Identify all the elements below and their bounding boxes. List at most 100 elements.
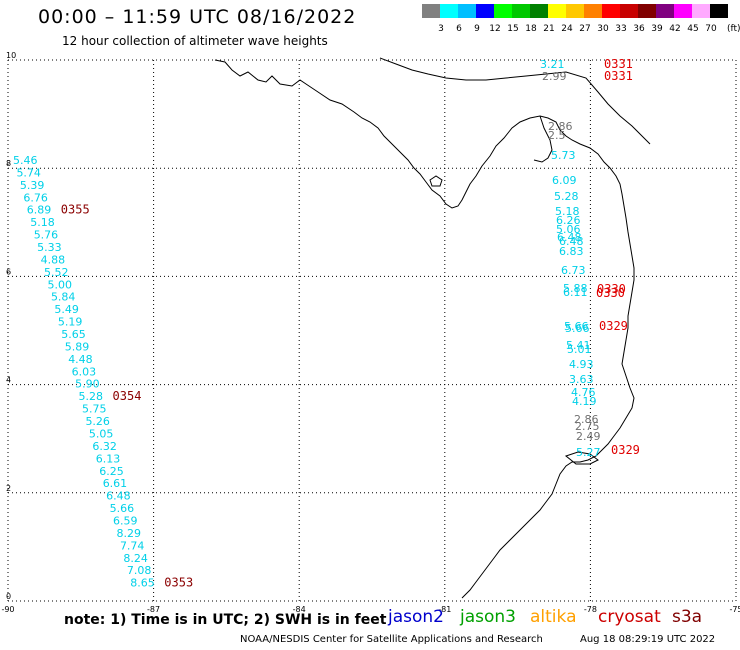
axis-labels: -90 -87 -84 -81 -78 -75 0 2 4 6 8 10 [1,51,740,614]
wave-height-label: 5.49 [54,303,79,316]
wave-height-label: 5.74 [16,166,41,179]
wave-height-label: 5.66 [565,322,590,335]
pass-time-label: 0355 [61,203,90,217]
wave-height-label: 5.84 [51,291,75,304]
colorbar-unit: (ft) [727,24,740,34]
wave-height-label: 6.03 [72,365,97,378]
wave-height-label: 4.48 [68,353,93,366]
wave-height-label: 6.25 [99,465,124,478]
wave-height-label: 6.48 [557,231,582,244]
wave-height-label: 6.13 [96,452,121,465]
colorbar-swatch [530,4,548,18]
colorbar-tick-label: 21 [543,24,554,34]
wave-height-label: 5.19 [58,316,83,329]
pass-time-label: 0330 [597,282,626,296]
colorbar-tick-label: 45 [687,24,698,34]
footer-credit: NOAA/NESDIS Center for Satellite Applica… [240,634,543,645]
wave-height-label: 6.32 [92,440,117,453]
wave-height-label: 6.83 [559,245,584,258]
legend-jason3: jason3 [460,607,516,627]
y-tick-label: 4 [6,376,11,385]
pass-time-label: 0331 [604,57,633,71]
wave-height-label: 4.19 [572,395,597,408]
colorbar-swatch [440,4,458,18]
wave-height-label: 6.73 [561,264,586,277]
wave-height-label: 5.28 [79,390,104,403]
wave-height-label: 2.99 [542,70,567,83]
wave-height-label: 5.41 [566,339,591,352]
colorbar-swatch [422,4,440,18]
pass-time-label: 0330 [596,286,625,300]
wave-height-label: 2.5 [548,129,566,142]
wave-height-label: 5.01 [567,343,592,356]
wave-height-label: 8.65 [130,577,155,590]
colorbar-tick-label: 18 [525,24,537,34]
wave-height-label: 5.66 [564,320,589,333]
pass-time-label: 0354 [113,389,142,403]
legend-altika: altika [530,607,577,627]
coastline-map [214,57,651,599]
y-tick-label: 0 [6,592,11,601]
colorbar-swatch [692,4,710,18]
footer-timestamp: Aug 18 08:29:19 UTC 2022 [580,634,716,645]
colorbar-tick-label: 6 [456,24,462,34]
colorbar-tick-label: 30 [597,24,609,34]
wave-height-label: 6.48 [559,235,584,248]
wave-height-label: 5.06 [556,223,581,236]
colorbar-tick-label: 27 [579,24,590,34]
colorbar-tick-label: 33 [615,24,626,34]
wave-height-label: 2.75 [575,420,600,433]
colorbar-swatch [548,4,566,18]
wave-height-label: 2.86 [574,413,599,426]
wave-height-label: 6.61 [103,477,128,490]
pass-time-label: 0329 [611,443,640,457]
wave-height-label: 5.88 [563,282,588,295]
wave-height-label: 5.52 [44,266,69,279]
colorbar-swatch [476,4,494,18]
wave-height-label: 6.89 [27,204,52,217]
wave-height-label: 7.08 [127,564,152,577]
wave-height-label: 8.29 [117,527,142,540]
y-tick-label: 6 [6,267,11,276]
colorbar-swatch [656,4,674,18]
wave-height-label: 5.66 [110,502,135,515]
wave-height-label: 5.05 [89,427,114,440]
colorbar-swatch [512,4,530,18]
x-tick-label: -75 [729,605,740,614]
wave-height-label: 2.49 [576,430,601,443]
wave-height-label: 5.18 [30,216,55,229]
wave-height-labels: 5.465.745.396.766.895.185.765.334.885.52… [13,57,640,590]
wave-height-label: 6.59 [113,514,138,527]
colorbar-swatch [674,4,692,18]
colorbar-swatch [584,4,602,18]
colorbar-tick-label: 36 [633,24,645,34]
wave-height-label: 5.46 [13,154,38,167]
legend-jason2: jason2 [388,607,444,627]
x-tick-label: -87 [147,605,160,614]
island-outline [429,175,443,187]
page-subtitle: 12 hour collection of altimeter wave hei… [62,34,328,48]
wave-height-label: 5.65 [61,328,86,341]
colorbar-swatch [710,4,728,18]
colorbar-swatch [458,4,476,18]
island-outline [564,451,599,465]
x-tick-label: -84 [293,605,306,614]
wave-height-label: 3.63 [569,373,594,386]
x-tick-label: -78 [584,605,597,614]
y-tick-label: 10 [6,51,16,60]
pass-time-label: 0329 [599,319,628,333]
colorbar-tick-label: 15 [507,24,518,34]
colorbar-swatch [620,4,638,18]
lat-lon-grid [7,59,737,602]
legend-cryosat: cryosat [598,607,661,627]
colorbar-swatch [494,4,512,18]
page-title: 00:00 – 11:59 UTC 08/16/2022 [38,6,357,28]
colorbar-tick-label: 3 [438,24,444,34]
wave-height-label: 5.75 [82,403,107,416]
colorbar-swatch [602,4,620,18]
pass-time-label: 0353 [164,576,193,590]
y-tick-label: 2 [6,484,11,493]
wave-height-label: 5.28 [554,190,579,203]
wave-height-label: 5.73 [551,149,576,162]
